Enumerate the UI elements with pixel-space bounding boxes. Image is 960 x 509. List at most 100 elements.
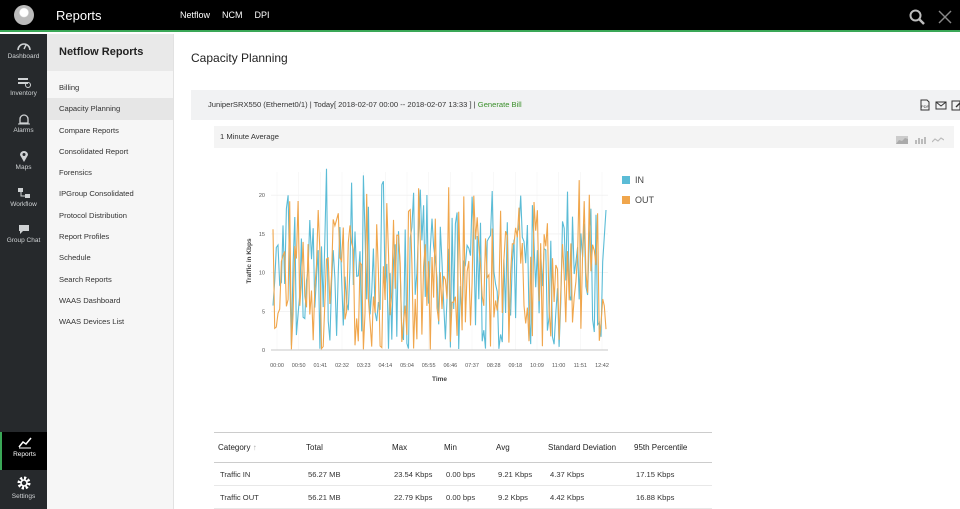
subnav-item-schedule[interactable]: Schedule: [59, 253, 91, 263]
legend-out-swatch: [622, 196, 630, 204]
subnav-item-ipgroup-consolidated[interactable]: IPGroup Consolidated: [59, 189, 134, 199]
stats-table: Category ↑ Total Max Min Avg Standard De…: [214, 432, 712, 509]
cell-avg: 9.21 Kbps: [492, 462, 544, 486]
rail-dashboard[interactable]: Dashboard: [0, 36, 47, 72]
alarm-icon: [17, 114, 30, 125]
rail-workflow-label: Workflow: [10, 201, 37, 208]
line-chart-icon[interactable]: [932, 136, 944, 144]
series-out-line: [272, 180, 607, 351]
cell-min: 0.00 bps: [440, 485, 492, 509]
table-row: Traffic OUT 56.21 MB 22.79 Kbps 0.00 bps…: [214, 485, 712, 509]
reports-subnav: Netflow Reports Billing Capacity Plannin…: [47, 34, 174, 509]
area-chart-icon[interactable]: [896, 136, 908, 144]
rail-settings-label: Settings: [11, 493, 36, 500]
average-label: 1 Minute Average: [220, 132, 279, 141]
col-95th: 95th Percentile: [630, 432, 712, 463]
y-tick-label: 0: [262, 348, 265, 354]
col-total: Total: [302, 432, 388, 463]
cell-avg: 9.2 Kbps: [492, 485, 544, 509]
legend-out[interactable]: OUT: [622, 190, 654, 210]
legend-in[interactable]: IN: [622, 170, 654, 190]
nav-netflow[interactable]: Netflow: [180, 10, 211, 20]
app-title: Reports: [56, 8, 102, 23]
x-tick-label: 10:09: [530, 363, 544, 369]
x-tick-label: 00:00: [270, 363, 284, 369]
cell-total: 56.21 MB: [302, 485, 388, 509]
icon-rail: Dashboard Inventory Alarms Maps Workflow…: [0, 34, 47, 509]
chart-header: 1 Minute Average: [214, 126, 954, 148]
rail-reports[interactable]: Reports: [0, 432, 47, 470]
subnav-item-consolidated-report[interactable]: Consolidated Report: [59, 146, 129, 156]
x-tick-label: 01:41: [313, 363, 327, 369]
rail-maps[interactable]: Maps: [0, 147, 47, 183]
rail-alarms-label: Alarms: [13, 127, 34, 134]
col-min: Min: [440, 432, 492, 463]
rail-maps-label: Maps: [15, 164, 32, 171]
x-axis-label: Time: [432, 376, 447, 383]
subnav-item-waas-dashboard[interactable]: WAAS Dashboard: [59, 295, 121, 305]
logo-icon[interactable]: [14, 5, 34, 25]
rail-workflow[interactable]: Workflow: [0, 184, 47, 220]
report-info-text: JuniperSRX550 (Ethernet0/1) | Today[ 201…: [208, 100, 476, 109]
email-icon[interactable]: [935, 99, 947, 111]
cell-category: Traffic IN: [214, 462, 302, 486]
rail-alarms[interactable]: Alarms: [0, 110, 47, 146]
rail-group-chat[interactable]: Group Chat: [0, 220, 47, 256]
search-icon[interactable]: [908, 8, 926, 26]
cell-std-dev: 4.42 Kbps: [544, 485, 630, 509]
stats-header-row: Category ↑ Total Max Min Avg Standard De…: [214, 432, 712, 463]
x-tick-label: 02:32: [335, 363, 349, 369]
bar-chart-icon[interactable]: [914, 136, 926, 144]
nav-ncm[interactable]: NCM: [222, 10, 243, 20]
workflow-icon: [17, 188, 30, 198]
series-in-line: [272, 168, 607, 350]
close-icon[interactable]: [936, 8, 954, 26]
col-max: Max: [388, 432, 440, 463]
x-tick-label: 05:55: [422, 363, 436, 369]
svg-text:PDF: PDF: [921, 104, 930, 109]
reports-icon: [17, 437, 32, 449]
chat-icon: [18, 225, 29, 234]
rail-reports-label: Reports: [13, 451, 36, 458]
rail-settings[interactable]: Settings: [0, 472, 47, 508]
subnav-item-billing[interactable]: Billing: [59, 83, 80, 92]
report-info-bar: JuniperSRX550 (Ethernet0/1) | Today[ 201…: [191, 90, 960, 120]
x-tick-label: 04:14: [378, 363, 392, 369]
y-tick-label: 20: [259, 193, 265, 199]
rail-inventory[interactable]: Inventory: [0, 73, 47, 109]
gear-icon: [17, 476, 30, 490]
rail-dashboard-label: Dashboard: [7, 53, 40, 60]
dashboard-icon: [16, 43, 31, 51]
page-title: Capacity Planning: [191, 51, 288, 65]
top-bar: Reports Netflow NCM DPI: [0, 0, 960, 32]
edit-icon[interactable]: [951, 99, 960, 111]
subnav-title: Netflow Reports: [47, 34, 173, 71]
map-pin-icon: [19, 151, 28, 162]
subnav-item-report-profiles[interactable]: Report Profiles: [59, 232, 110, 242]
pdf-export-icon[interactable]: PDF: [919, 99, 931, 111]
cell-category: Traffic OUT: [214, 485, 302, 509]
chart-legend: IN OUT: [622, 170, 654, 210]
y-tick-label: 15: [259, 232, 265, 238]
legend-out-label: OUT: [635, 195, 654, 205]
col-category[interactable]: Category ↑: [214, 432, 302, 463]
subnav-item-search-reports[interactable]: Search Reports: [59, 274, 112, 284]
subnav-item-forensics[interactable]: Forensics: [59, 168, 92, 178]
generate-bill-link[interactable]: Generate Bill: [477, 100, 522, 109]
cell-total: 56.27 MB: [302, 462, 388, 486]
x-tick-label: 05:04: [400, 363, 414, 369]
x-tick-label: 00:50: [292, 363, 306, 369]
x-tick-label: 11:51: [574, 363, 587, 369]
subnav-item-capacity-planning[interactable]: Capacity Planning: [47, 98, 173, 120]
subnav-item-protocol-distribution[interactable]: Protocol Distribution: [59, 210, 127, 220]
subnav-item-waas-devices-list[interactable]: WAAS Devices List: [59, 317, 125, 327]
traffic-chart: 0 5 10 15 20 00:00 00:50 01:41 02:32 03:23 04:14 05…: [246, 168, 609, 383]
x-tick-label: 06:46: [443, 363, 457, 369]
nav-dpi[interactable]: DPI: [254, 10, 270, 20]
x-tick-label: 12:42: [595, 363, 609, 369]
col-avg: Avg: [492, 432, 544, 463]
inventory-icon: [17, 78, 31, 88]
report-info: JuniperSRX550 (Ethernet0/1) | Today[ 201…: [208, 100, 522, 109]
subnav-item-compare-reports[interactable]: Compare Reports: [59, 125, 119, 135]
x-tick-label: 11:00: [552, 363, 565, 369]
